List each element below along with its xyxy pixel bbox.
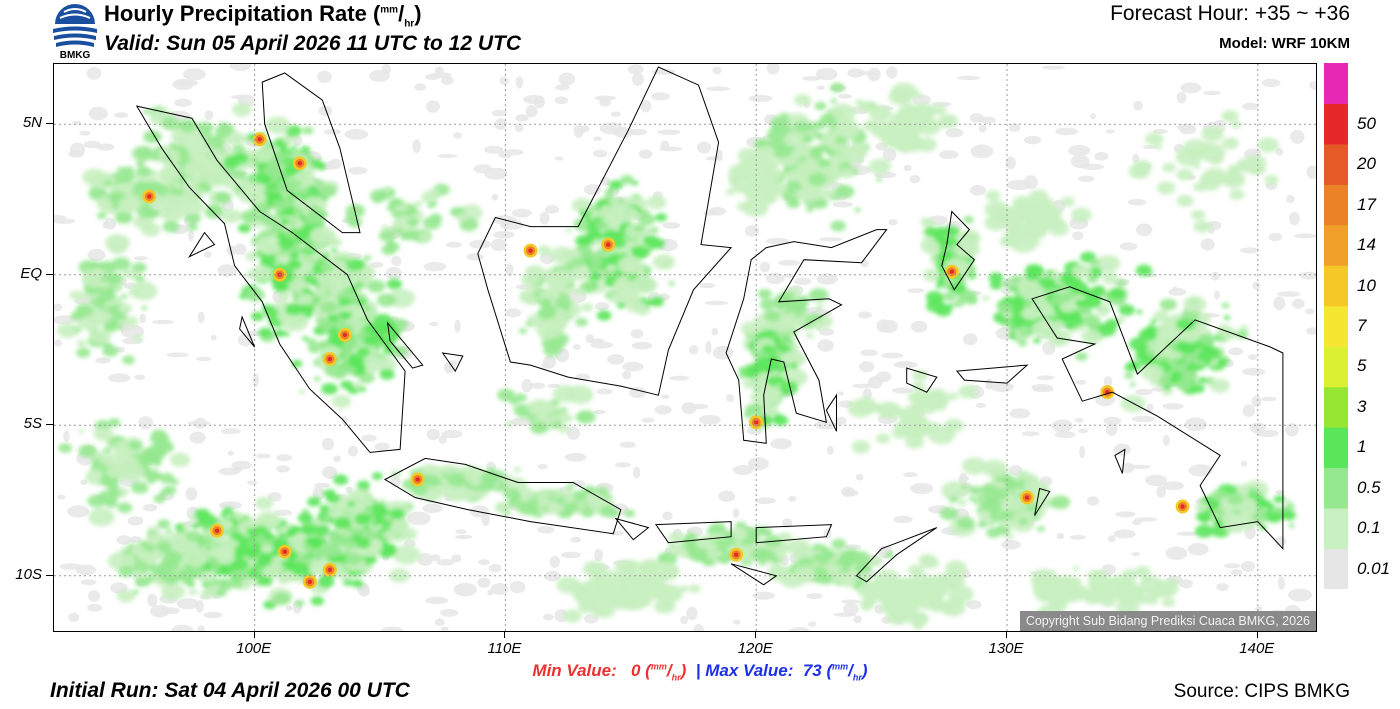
min-max-values: Min Value: 0 (mm/hr) | Max Value: 73 (mm… — [532, 661, 868, 683]
max-value: 73 — [802, 661, 822, 680]
lat-tick — [46, 574, 53, 576]
colorbar-label: 20 — [1357, 154, 1376, 174]
colorbar-label: 1 — [1357, 437, 1367, 457]
colorbar-swatch — [1324, 386, 1348, 428]
lat-label: 5N — [22, 114, 42, 132]
lat-label: 10S — [15, 565, 42, 583]
map-canvas — [54, 64, 1316, 631]
colorbar-swatch — [1324, 184, 1348, 226]
copyright-notice: Copyright Sub Bidang Prediksi Cuaca BMKG… — [1019, 611, 1316, 631]
title-unit-den: hr — [404, 18, 415, 30]
min-unit-num: mm — [650, 661, 667, 672]
source-credit: Source: CIPS BMKG — [1173, 681, 1350, 702]
colorbar-label: 0.01 — [1357, 558, 1391, 578]
precipitation-layer — [57, 82, 1297, 630]
colorbar-swatch — [1324, 427, 1348, 469]
lon-label: 130E — [988, 640, 1024, 657]
logo-text: BMKG — [60, 50, 91, 60]
separator: | — [695, 661, 701, 680]
colorbar-swatch — [1324, 265, 1348, 307]
lon-tick — [1006, 632, 1008, 638]
lon-label: 120E — [737, 640, 773, 657]
colorbar-swatch — [1324, 305, 1348, 347]
title-close: ) — [414, 1, 422, 26]
model-name: Model: WRF 10KM — [1219, 35, 1350, 52]
lat-tick — [46, 123, 53, 125]
lon-tick — [1256, 632, 1258, 638]
colorbar-swatch — [1324, 467, 1348, 509]
colorbar-swatch — [1324, 346, 1348, 388]
lat-tick — [46, 424, 53, 426]
colorbar-label: 14 — [1357, 235, 1376, 255]
lon-tick — [253, 632, 255, 638]
title-main: Hourly Precipitation Rate ( — [104, 1, 381, 26]
lat-tick — [46, 273, 53, 275]
lon-label: 100E — [236, 640, 272, 657]
colorbar-label: 5 — [1357, 356, 1367, 376]
min-value: 0 — [630, 661, 641, 680]
min-label: Min Value: — [532, 661, 617, 680]
forecast-hour: Forecast Hour: +35 ~ +36 — [1110, 2, 1350, 25]
title-unit-num: mm — [380, 4, 399, 16]
lon-label: 140E — [1239, 640, 1275, 657]
heavy-rain-cores — [142, 132, 1190, 589]
max-unit-den: hr — [852, 672, 862, 683]
colorbar-label: 10 — [1357, 275, 1376, 295]
lat-label: EQ — [20, 264, 42, 282]
colorbar-swatch — [1324, 103, 1348, 145]
max-label: Max Value: — [705, 661, 794, 680]
precipitation-map[interactable]: Copyright Sub Bidang Prediksi Cuaca BMKG… — [53, 63, 1317, 632]
colorbar-label: 50 — [1357, 113, 1376, 133]
lon-tick — [504, 632, 506, 638]
lon-tick — [755, 632, 757, 638]
min-unit-den: hr — [671, 672, 681, 683]
colorbar-swatch — [1324, 224, 1348, 266]
max-unit-num: mm — [832, 661, 849, 672]
colorbar-label: 3 — [1357, 396, 1367, 416]
lat-label: 5S — [23, 415, 42, 433]
colorbar — [1324, 63, 1348, 589]
lon-label: 110E — [487, 640, 522, 657]
colorbar-swatch — [1324, 63, 1348, 104]
colorbar-swatch — [1324, 548, 1348, 589]
colorbar-label: 0.1 — [1357, 518, 1381, 538]
bmkg-logo: BMKG — [50, 2, 100, 61]
colorbar-label: 17 — [1357, 194, 1376, 214]
coastlines — [135, 66, 1284, 586]
colorbar-label: 0.5 — [1357, 477, 1381, 497]
initial-run: Initial Run: Sat 04 April 2026 00 UTC — [50, 679, 410, 702]
colorbar-label: 7 — [1357, 316, 1367, 335]
colorbar-swatch — [1324, 508, 1348, 550]
valid-time: Valid: Sun 05 April 2026 11 UTC to 12 UT… — [104, 32, 521, 55]
chart-title: Hourly Precipitation Rate (mm/hr) — [104, 1, 422, 30]
colorbar-swatch — [1324, 143, 1348, 185]
